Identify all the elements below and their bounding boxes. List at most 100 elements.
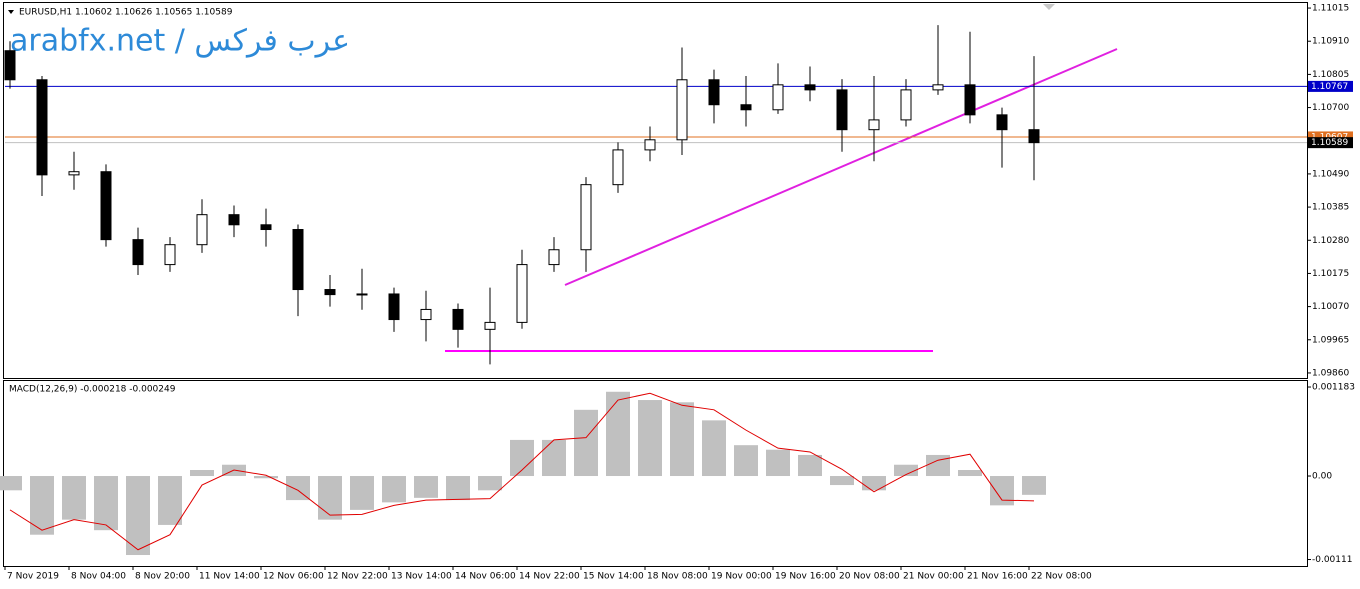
- candle-body: [996, 114, 1008, 131]
- macd-bar: [446, 476, 470, 501]
- candle-body: [260, 224, 272, 231]
- x-tick-label: 14 Nov 22:00: [519, 572, 580, 582]
- candle-body: [420, 308, 432, 321]
- macd-tick-label: 0.001183: [1312, 383, 1355, 393]
- y-tick-label: 1.10385: [1312, 203, 1349, 213]
- menu-arrow[interactable]: [8, 10, 14, 14]
- macd-bar: [414, 476, 438, 498]
- shift-marker: [1043, 4, 1055, 10]
- y-tick-label: 1.10490: [1312, 169, 1349, 179]
- macd-bar: [158, 476, 182, 525]
- x-tick-label: 7 Nov 2019: [7, 572, 59, 582]
- level-box: [1308, 137, 1353, 149]
- x-tick-label: 14 Nov 06:00: [455, 572, 516, 582]
- trend-line: [564, 48, 1118, 286]
- macd-bar: [606, 391, 630, 477]
- candle-body: [516, 264, 528, 323]
- macd-bar: [638, 400, 662, 477]
- x-tick-label: 19 Nov 00:00: [711, 572, 772, 582]
- candle-body: [932, 84, 944, 91]
- y-tick-label: 1.09860: [1312, 368, 1349, 378]
- candle-body: [900, 89, 912, 121]
- macd-bar: [894, 464, 918, 477]
- macd-bar: [702, 420, 726, 477]
- candle-body: [36, 79, 48, 176]
- candle-body: [676, 79, 688, 141]
- candle-body: [100, 171, 112, 241]
- macd-frame: [3, 380, 1308, 567]
- x-tick-label: 19 Nov 16:00: [775, 572, 836, 582]
- candle-body: [548, 249, 560, 266]
- chart-title: EURUSD,H1 1.10602 1.10626 1.10565 1.1058…: [19, 8, 233, 18]
- x-tick-label: 13 Nov 14:00: [391, 572, 452, 582]
- macd-bar: [30, 476, 54, 535]
- level-label: 1.10589: [1311, 138, 1348, 148]
- y-tick-label: 1.10910: [1312, 37, 1349, 47]
- macd-bar: [94, 476, 118, 531]
- macd-bar: [318, 476, 342, 520]
- candle-body: [324, 289, 336, 296]
- macd-bar: [62, 476, 86, 520]
- y-tick-label: 1.09965: [1312, 335, 1349, 345]
- y-tick-label: 1.10280: [1312, 236, 1349, 246]
- candle-body: [740, 104, 752, 111]
- candle-body: [292, 229, 304, 291]
- y-tick-label: 1.10070: [1312, 302, 1349, 312]
- macd-bar: [766, 449, 790, 477]
- x-tick-label: 22 Nov 08:00: [1031, 572, 1092, 582]
- candle-body: [228, 214, 240, 226]
- candle-body: [388, 293, 400, 321]
- candle-body: [836, 89, 848, 131]
- x-tick-label: 21 Nov 16:00: [967, 572, 1028, 582]
- y-tick-label: 1.10175: [1312, 269, 1349, 279]
- candle-body: [196, 214, 208, 246]
- level-label: 1.10767: [1311, 82, 1348, 92]
- candle-body: [772, 84, 784, 111]
- y-tick-label: 1.11015: [1312, 4, 1349, 14]
- macd-tick-label: 0.00: [1312, 472, 1332, 482]
- macd-bar: [862, 476, 886, 491]
- candle-body: [1028, 129, 1040, 144]
- macd-bar: [1022, 476, 1046, 495]
- x-tick-label: 20 Nov 08:00: [839, 572, 900, 582]
- y-tick-label: 1.10805: [1312, 70, 1349, 80]
- x-tick-label: 12 Nov 06:00: [263, 572, 324, 582]
- macd-bar: [126, 476, 150, 556]
- candle-body: [356, 293, 368, 296]
- macd-bar: [798, 454, 822, 477]
- candle-body: [4, 50, 16, 81]
- macd-bar: [478, 476, 502, 491]
- candle-body: [868, 119, 880, 131]
- candle-body: [964, 84, 976, 116]
- x-tick-label: 8 Nov 20:00: [135, 572, 190, 582]
- macd-bar: [830, 476, 854, 486]
- candle-body: [708, 79, 720, 106]
- candle-body: [164, 244, 176, 266]
- x-tick-label: 18 Nov 08:00: [647, 572, 708, 582]
- candle-body: [484, 321, 496, 330]
- macd-bar: [254, 476, 278, 479]
- macd-bar: [670, 402, 694, 477]
- macd-label: MACD(12,26,9) -0.000218 -0.000249: [9, 385, 176, 395]
- level-box: [1308, 80, 1353, 92]
- x-tick-label: 15 Nov 14:00: [583, 572, 644, 582]
- x-tick-label: 12 Nov 22:00: [327, 572, 388, 582]
- level-box: [1308, 131, 1353, 143]
- macd-bar: [574, 409, 598, 477]
- candle-body: [644, 139, 656, 151]
- x-tick-label: 8 Nov 04:00: [71, 572, 126, 582]
- macd-signal: [9, 392, 1035, 551]
- macd-bar: [542, 439, 566, 477]
- macd-bar: [926, 454, 950, 477]
- candle-body: [612, 149, 624, 186]
- x-tick-label: 11 Nov 14:00: [199, 572, 260, 582]
- macd-bar: [0, 476, 22, 491]
- macd-bar: [382, 476, 406, 503]
- candle-body: [452, 308, 464, 330]
- main-frame: [3, 2, 1308, 379]
- candle-body: [68, 171, 80, 176]
- y-tick-label: 1.10700: [1312, 103, 1349, 113]
- macd-bar: [990, 476, 1014, 506]
